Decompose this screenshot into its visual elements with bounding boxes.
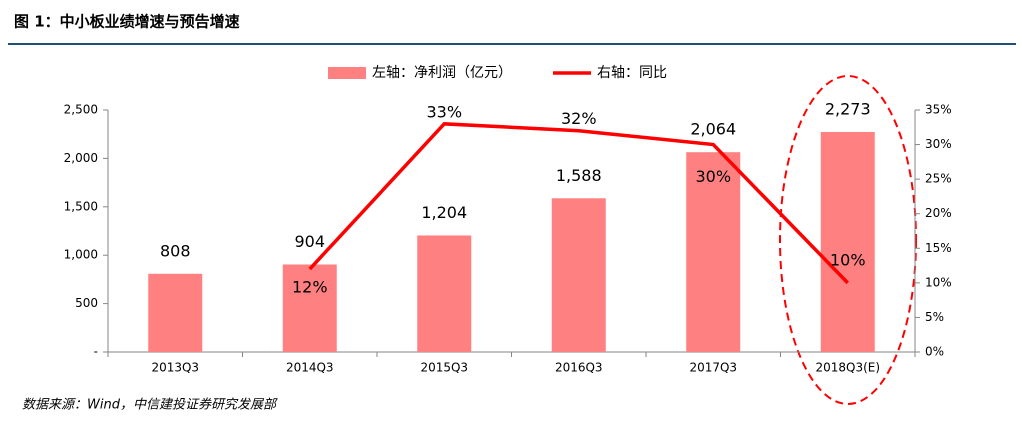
x-tick-label: 2017Q3	[689, 361, 737, 375]
bar-value-label: 2,273	[825, 99, 871, 118]
x-tick-label: 2018Q3(E)	[815, 361, 880, 375]
chart-title: 图 1：中小板业绩增速与预告增速	[14, 13, 240, 31]
source-note: 数据来源：Wind，中信建投证券研究发展部	[22, 397, 278, 413]
y-tick-label: 2,000	[64, 151, 98, 165]
line-value-label: 33%	[426, 102, 462, 121]
bar	[820, 131, 875, 352]
line-value-label: 10%	[830, 250, 866, 269]
bar	[551, 198, 606, 352]
bar-value-label: 904	[294, 232, 325, 251]
y2-tick-label: 30%	[925, 137, 952, 151]
y-tick-label: 500	[75, 296, 98, 310]
x-tick-label: 2014Q3	[286, 361, 334, 375]
y-tick-label: 2,500	[64, 103, 98, 117]
line-value-label: 12%	[292, 278, 328, 297]
y2-tick-label: 10%	[925, 275, 952, 289]
y2-tick-label: 20%	[925, 206, 952, 220]
bar-value-label: 808	[160, 241, 191, 260]
legend-label: 左轴：净利润（亿元）	[372, 65, 512, 81]
y2-tick-label: 0%	[925, 345, 944, 359]
y-tick-label: 1,000	[64, 248, 98, 262]
line-value-label: 32%	[561, 109, 597, 128]
bar-value-label: 1,204	[421, 203, 467, 222]
x-tick-label: 2015Q3	[420, 361, 468, 375]
bar	[417, 235, 472, 352]
y2-tick-label: 15%	[925, 241, 952, 255]
bar-value-label: 2,064	[690, 120, 736, 139]
bar	[148, 273, 203, 352]
bar-value-label: 1,588	[556, 166, 602, 185]
bar	[282, 264, 337, 352]
y2-tick-label: 5%	[925, 310, 944, 324]
legend-label: 右轴：同比	[597, 65, 667, 81]
x-tick-label: 2016Q3	[555, 361, 603, 375]
y-tick-label: 1,500	[64, 199, 98, 213]
y2-tick-label: 25%	[925, 172, 952, 186]
y2-tick-label: 35%	[925, 103, 952, 117]
y-tick-label: -	[94, 345, 98, 359]
x-tick-label: 2013Q3	[151, 361, 199, 375]
line	[308, 122, 850, 285]
line-value-label: 30%	[695, 167, 731, 186]
highlight-ellipse	[779, 75, 917, 405]
legend-swatch	[328, 67, 366, 79]
bar	[686, 152, 741, 352]
